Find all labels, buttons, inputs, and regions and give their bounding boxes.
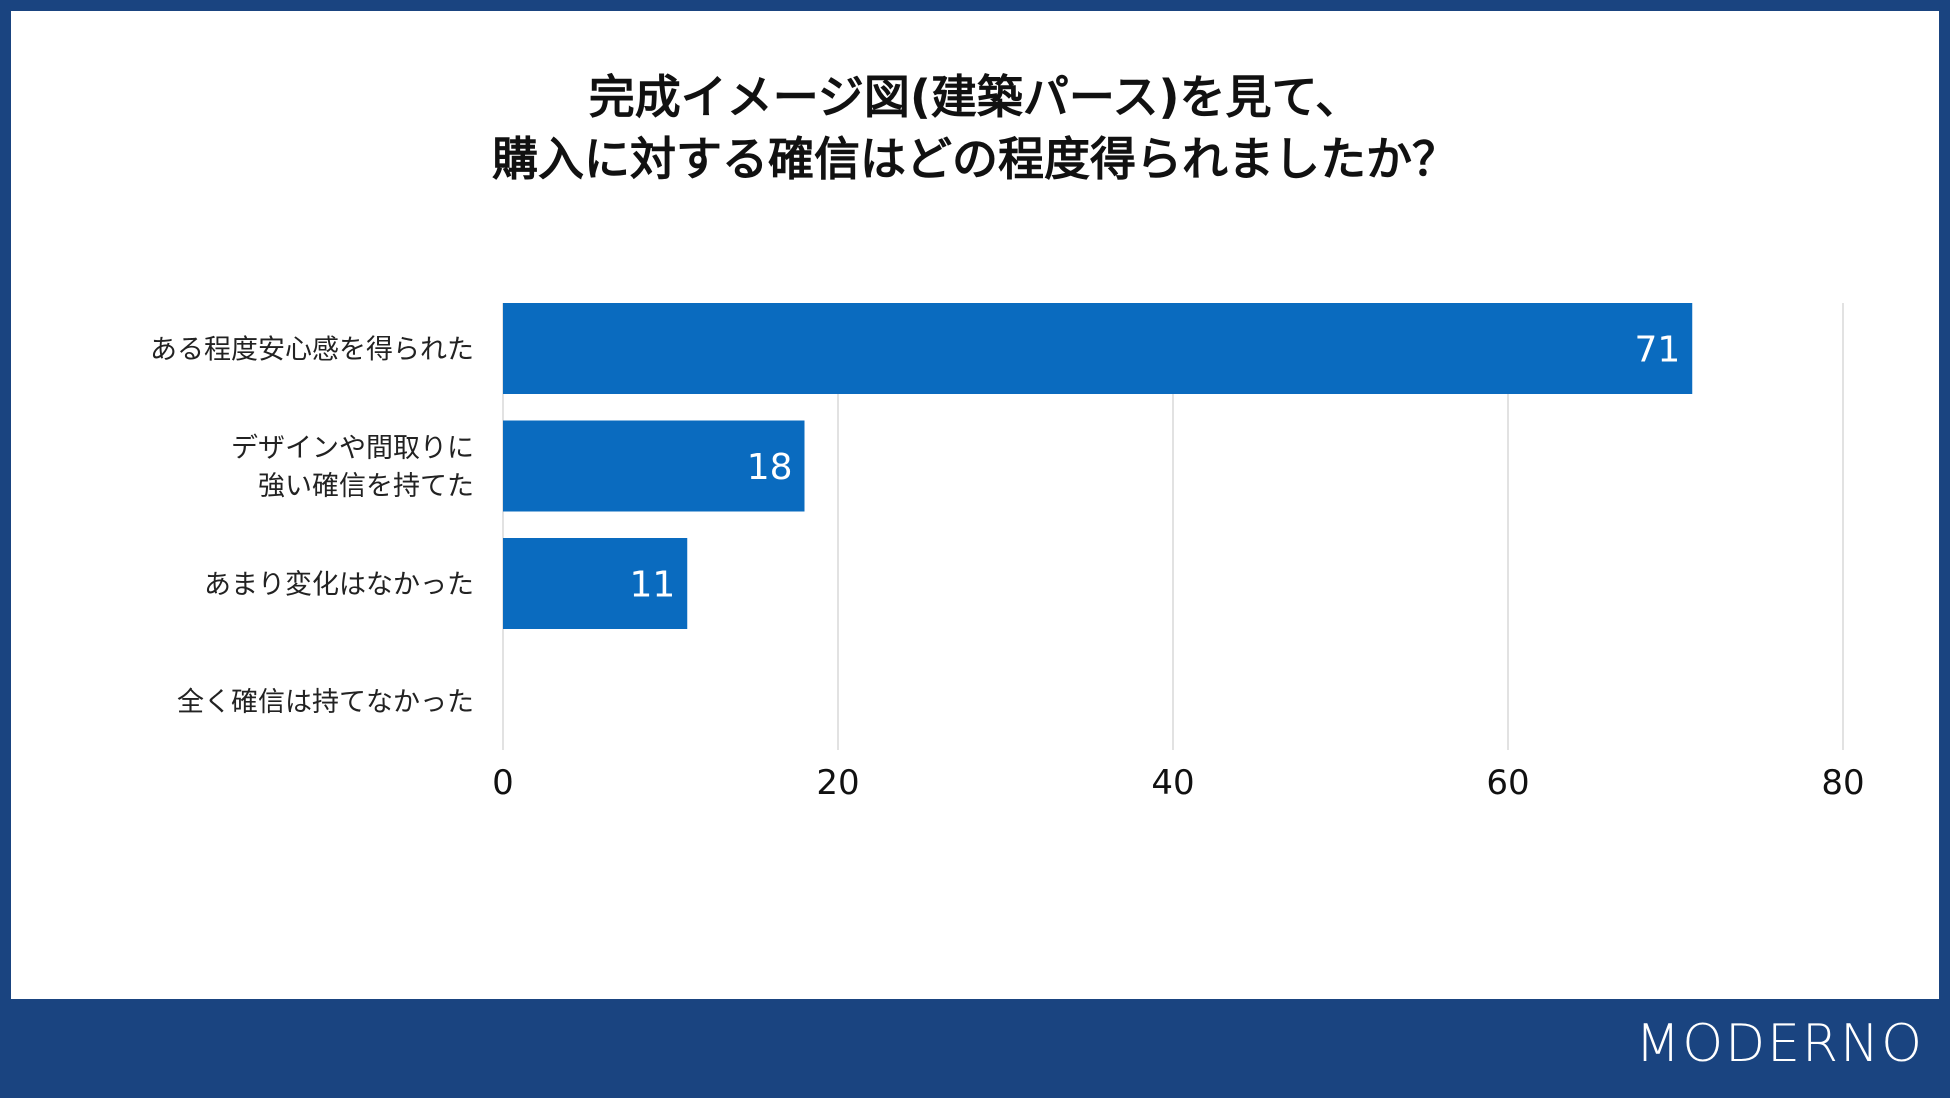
x-axis-ticks: 0 20 40 60 80 [492,763,1864,803]
data-label: 18 [747,447,793,488]
category-label: 全く確信は持てなかった [177,687,474,718]
bar [503,538,688,629]
chart-panel [11,11,1939,999]
category-label: ある程度安心感を得られた [150,335,474,366]
x-tick-label: 40 [1151,763,1194,803]
data-label: 11 [629,565,675,606]
x-tick-label: 0 [492,763,514,803]
chart-title-line-2: 購入に対する確信はどの程度得られましたか？ [492,132,1458,186]
x-tick-label: 80 [1821,763,1864,803]
chart-title-line-1: 完成イメージ図(建築パース)を見て、 [588,70,1362,124]
bars [503,303,1693,629]
category-labels: ある程度安心感を得られたデザインや間取りに強い確信を持てたあまり変化はなかった全… [150,335,474,719]
x-tick-label: 20 [816,763,859,803]
bar [503,303,1693,394]
value-labels: 71 18 11 [629,330,1680,606]
x-tick-label: 60 [1486,763,1529,803]
bar [503,420,805,512]
category-label: 強い確信を持てた [258,471,474,502]
category-label: あまり変化はなかった [204,570,474,601]
chart-title: 完成イメージ図(建築パース)を見て、 購入に対する確信はどの程度得られましたか？ [0,66,1950,190]
moderno-logo: MODERNO [1635,1014,1924,1074]
data-label: 71 [1634,330,1680,371]
category-label: デザインや間取りに [231,433,474,464]
